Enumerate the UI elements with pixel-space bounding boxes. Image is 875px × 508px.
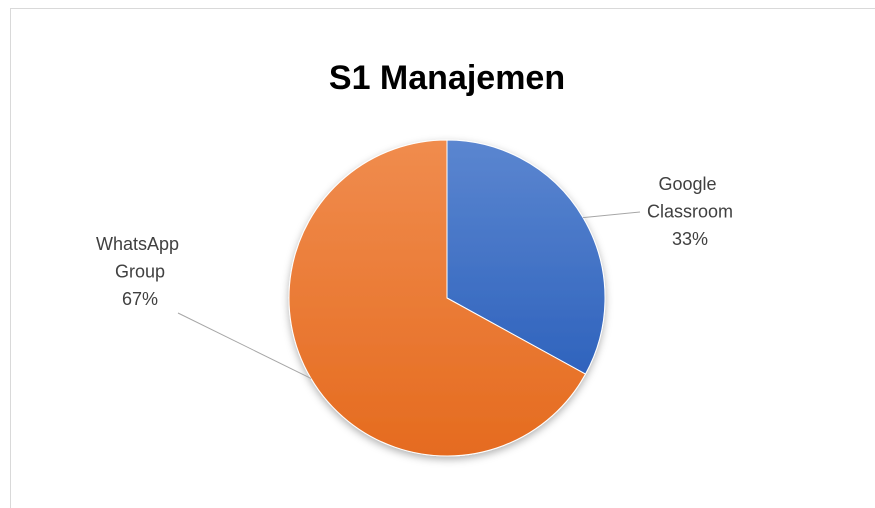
- chart-title: S1 Manajemen: [329, 59, 565, 97]
- leader-line: [177, 312, 312, 379]
- pie-slice: [446, 139, 606, 375]
- pie: [288, 139, 606, 457]
- data-label-category: Google Classroom: [647, 174, 733, 222]
- data-label-value: 67%: [122, 289, 158, 309]
- chart-border: [10, 8, 875, 508]
- data-label-value: 33%: [672, 229, 708, 249]
- data-label-category: WhatsApp Group: [96, 234, 184, 282]
- leader-line: [582, 211, 641, 219]
